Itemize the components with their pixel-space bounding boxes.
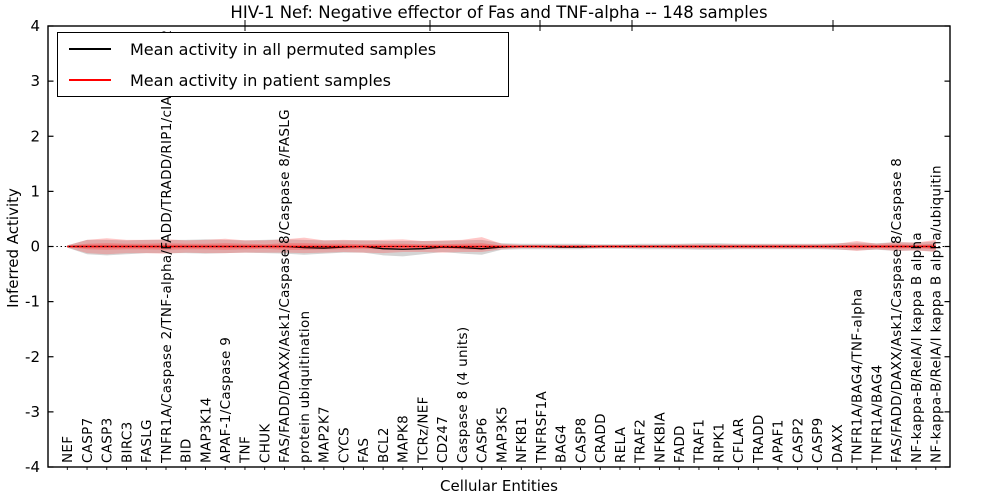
legend-label-permuted: Mean activity in all permuted samples [130, 39, 437, 59]
x-category-label: CASP2 [790, 418, 806, 463]
x-category-label: protein ubiquitination [297, 311, 313, 463]
y-tick-label: 0 [30, 238, 40, 256]
legend: Mean activity in all permuted samples Me… [57, 32, 509, 97]
x-category-label: NF-kappa-B/RelA/I kappa B alpha/ubiquiti… [929, 165, 945, 463]
chart-title: HIV-1 Nef: Negative effector of Fas and … [230, 3, 768, 22]
y-tick-label: 1 [30, 182, 40, 200]
x-category-label: BID [179, 438, 195, 463]
permuted-line-swatch [69, 48, 111, 50]
x-category-label: CASP9 [810, 418, 826, 463]
y-tick-label: -2 [25, 348, 40, 366]
x-category-label: BIRC3 [119, 422, 135, 463]
x-category-label: CYCS [336, 427, 352, 463]
y-axis-label: Inferred Activity [4, 188, 22, 308]
x-category-label: Caspase 8 (4 units) [455, 327, 471, 463]
x-category-label: MAPK8 [396, 415, 412, 463]
x-axis-label: Cellular Entities [440, 477, 558, 495]
x-category-label: FASLG [139, 419, 155, 463]
x-category-label: BAG4 [554, 424, 570, 463]
x-category-label: TNFR1A/Caspase 2/TNF-alpha/FADD/TRADD/RI… [159, 30, 175, 464]
x-category-label: TRAF2 [633, 419, 649, 464]
y-tick-label: 4 [30, 17, 40, 35]
y-tick-label: 2 [30, 127, 40, 145]
x-category-label: TNFR1A/BAG4/TNF-alpha [850, 289, 866, 464]
x-category-label: RIPK1 [711, 423, 727, 463]
y-tick-label: -1 [25, 293, 40, 311]
x-category-label: MAP3K5 [494, 406, 510, 463]
x-category-label: FAS [356, 438, 372, 463]
x-category-label: NF-kappa-B/RelA/I kappa B alpha [909, 232, 925, 463]
x-category-label: MAP3K14 [198, 397, 214, 463]
x-category-label: FAS/FADD/DAXX/Ask1/Caspase 8/Caspase 8 [889, 158, 905, 463]
x-category-label: CFLAR [731, 418, 747, 463]
x-category-label: TRAF1 [692, 419, 708, 464]
x-category-label: APAF-1/Caspase 9 [218, 337, 234, 463]
x-category-label: CD247 [435, 416, 451, 463]
x-category-label: TRADD [751, 414, 767, 464]
x-category-label: CHUK [257, 423, 273, 463]
legend-label-patient: Mean activity in patient samples [130, 70, 391, 90]
legend-item-permuted: Mean activity in all permuted samples [58, 37, 508, 61]
x-category-label: BCL2 [376, 427, 392, 463]
y-tick-label: 3 [30, 72, 40, 90]
permuted-samples-range-band [67, 239, 936, 257]
x-category-label: CASP7 [80, 418, 96, 463]
x-category-label: MAP2K7 [317, 406, 333, 463]
x-category-label: TCRz/NEF [415, 396, 431, 464]
x-category-label: RELA [613, 426, 629, 463]
x-category-label: TNF [238, 436, 254, 464]
x-category-label: NFKB1 [514, 417, 530, 463]
x-category-label: NFKBIA [652, 412, 668, 463]
x-category-label: CASP6 [475, 418, 491, 463]
x-category-label: NEF [60, 436, 76, 463]
x-category-label: CASP8 [573, 418, 589, 463]
x-category-label: DAXX [830, 424, 846, 463]
x-category-label: TNFR1A/BAG4 [869, 365, 885, 464]
y-tick-label: -4 [25, 458, 40, 476]
x-category-label: FAS/FADD/DAXX/Ask1/Caspase 8/Caspase 8/F… [277, 109, 293, 463]
x-category-label: APAF1 [771, 419, 787, 463]
x-category-label: CRADD [593, 413, 609, 463]
x-category-label: TNFRSF1A [534, 390, 550, 464]
x-category-label: FADD [672, 425, 688, 463]
y-tick-label: -3 [25, 403, 40, 421]
x-category-label: CASP3 [100, 418, 116, 463]
patient-line-swatch [69, 79, 111, 81]
patient-samples-range-band [67, 237, 936, 255]
legend-item-patient: Mean activity in patient samples [58, 68, 508, 92]
